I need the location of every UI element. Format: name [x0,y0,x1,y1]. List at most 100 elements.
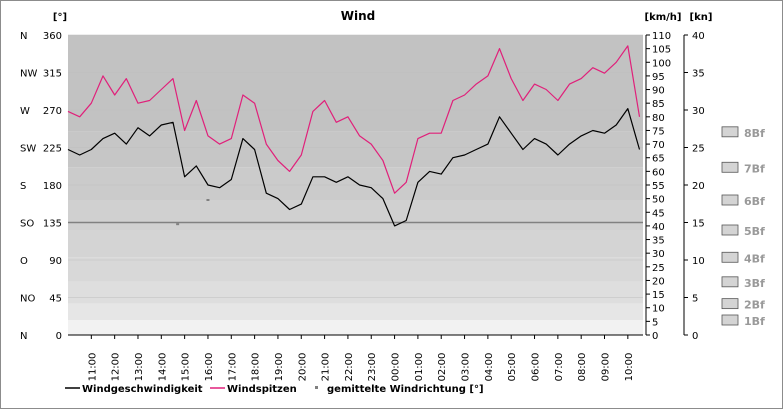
beaufort-scale: 1Bf 2Bf 3Bf 4Bf 5Bf 6Bf 7Bf 8Bf [721,126,765,328]
beaufort-label: 7Bf [744,162,765,175]
x-tick-label: 15:00 [181,353,192,382]
kn-tick-label: 40 [692,31,705,42]
x-tick-label: 19:00 [274,353,285,382]
background-band [68,320,643,335]
kmh-tick-label: 25 [652,263,665,274]
beaufort-box [721,276,739,288]
kn-axis-unit: [kn] [690,12,713,23]
degree-tick-label: 135 [43,219,62,230]
kmh-tick-label: 110 [652,31,671,42]
kmh-tick-label: 40 [652,222,665,233]
kmh-tick-label: 85 [652,99,665,110]
kmh-tick-label: 35 [652,236,665,247]
left-axis: [°] N 0 NO 45 O 90 SO 135 S 180 SW 225 W 270 NW 315 N 360 [20,12,67,342]
x-tick-label: 22:00 [344,353,355,382]
beaufort-box [721,161,739,173]
x-tick-label: 11:00 [87,353,98,382]
x-tick-label: 12:00 [111,353,122,382]
degree-tick-label: 90 [49,256,62,267]
direction-tick-label: N [20,331,27,342]
degree-tick-label: 270 [43,106,62,117]
kn-tick-label: 25 [692,144,705,155]
beaufort-box [721,194,739,206]
x-tick-label: 05:00 [507,353,518,382]
x-tick-label: 18:00 [251,353,262,382]
beaufort-label: 4Bf [744,252,765,265]
kmh-axis-unit: [km/h] [645,12,682,23]
x-tick-label: 00:00 [391,353,402,382]
x-tick-label: 04:00 [484,353,495,382]
degree-tick-label: 180 [43,181,62,192]
windrichtung-point [206,199,210,201]
beaufort-label: 1Bf [744,315,765,328]
kmh-tick-label: 60 [652,167,665,178]
kn-tick-label: 35 [692,69,705,80]
beaufort-box [721,126,739,138]
x-tick-label: 06:00 [531,353,542,382]
kmh-tick-label: 55 [652,181,665,192]
kmh-tick-label: 50 [652,195,665,206]
beaufort-label: 3Bf [744,277,765,290]
left-axis-unit: [°] [53,12,67,23]
kmh-tick-label: 80 [652,113,665,124]
legend-label-windrichtung: gemittelte Windrichtung [°] [327,384,484,395]
degree-tick-label: 315 [43,69,62,80]
background-band [68,257,643,282]
x-tick-label: 07:00 [554,353,565,382]
kmh-tick-label: 5 [652,317,658,328]
kn-tick-label: 0 [692,331,698,342]
background-band [68,303,643,320]
legend-swatch-windrichtung [315,386,318,389]
kn-tick-label: 5 [692,294,698,305]
kn-tick-label: 30 [692,106,705,117]
kmh-tick-label: 0 [652,331,658,342]
kn-tick-label: 20 [692,181,705,192]
beaufort-label: 5Bf [744,225,765,238]
background-band [68,167,643,200]
direction-tick-label: NW [20,69,37,80]
kn-tick-label: 10 [692,256,705,267]
beaufort-box [721,224,739,236]
x-tick-label: 21:00 [321,353,332,382]
x-tick-label: 08:00 [577,353,588,382]
kmh-tick-label: 45 [652,208,665,219]
series-lines [67,45,643,227]
background-band [68,131,643,168]
background-bands [68,35,643,335]
beaufort-box [721,314,739,326]
x-tick-label: 17:00 [227,353,238,382]
direction-tick-label: SW [20,144,36,155]
degree-tick-label: 225 [43,144,62,155]
direction-tick-label: N [20,31,27,42]
direction-tick-label: S [20,181,26,192]
beaufort-box [721,298,739,310]
beaufort-box [721,251,739,263]
kmh-tick-label: 100 [652,58,671,69]
background-band [68,281,643,304]
direction-tick-label: O [20,256,28,267]
x-tick-label: 02:00 [437,353,448,382]
direction-tick-label: W [20,106,30,117]
direction-tick-label: NO [20,294,35,305]
x-tick-label: 03:00 [461,353,472,382]
direction-tick-label: SO [20,219,34,230]
kmh-tick-label: 75 [652,126,665,137]
degree-tick-label: 360 [43,31,62,42]
legend-label-windspitzen: Windspitzen [227,384,297,395]
kmh-tick-label: 10 [652,304,665,315]
kmh-tick-label: 65 [652,154,665,165]
windspitzen-line [67,45,641,194]
x-tick-label: 16:00 [204,353,215,382]
kmh-tick-label: 90 [652,86,665,97]
background-band [68,230,643,258]
legend-label-windgeschwindigkeit: Windgeschwindigkeit [82,384,203,395]
degree-tick-label: 45 [49,294,62,305]
x-tick-label: 23:00 [367,353,378,382]
background-band [68,35,643,132]
kn-tick-label: 15 [692,219,705,230]
right-axis: [km/h] [kn] 0510152025303540455055606570… [645,12,713,342]
legend: Windgeschwindigkeit Windspitzen gemittel… [65,384,484,395]
beaufort-label: 6Bf [744,195,765,208]
x-axis: 11:00 12:00 13:00 14:00 15:00 16:00 17:00 18:00… [68,334,643,382]
